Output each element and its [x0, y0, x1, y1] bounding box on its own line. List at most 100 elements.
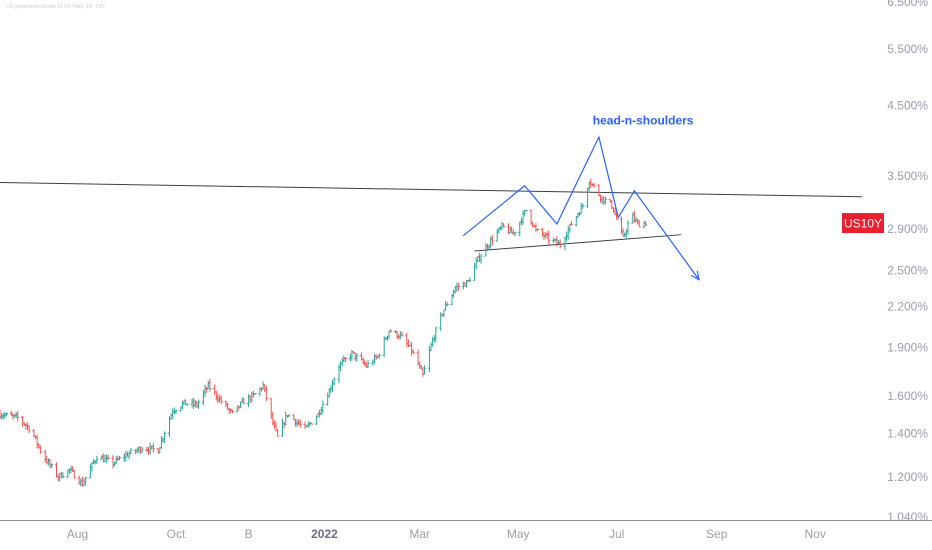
x-tick-label: Aug [67, 527, 88, 541]
ohlc-bar [361, 357, 365, 365]
ohlc-bar [190, 398, 194, 408]
ohlc-bar [140, 446, 144, 453]
ohlc-bar [203, 384, 207, 398]
y-tick-label: 1.040% [887, 510, 928, 524]
y-tick-label: 1.900% [887, 341, 928, 355]
ohlc-bar [576, 212, 580, 219]
ohlc-bar [184, 399, 188, 405]
y-tick-label: 1.200% [887, 470, 928, 484]
ohlc-bar [431, 337, 435, 347]
ohlc-bar [227, 407, 231, 414]
ohlc-bar [474, 257, 478, 270]
ohlc-bar [134, 449, 138, 454]
ohlc-bar [508, 226, 512, 234]
ohlc-bar [192, 397, 196, 410]
ohlc-bar [21, 415, 25, 427]
ohlc-bar [169, 413, 173, 420]
ohlc-bar [235, 405, 239, 413]
ohlc-bar [180, 400, 184, 410]
ohlc-bar [332, 377, 336, 386]
ohlc-bar [636, 218, 640, 225]
ohlc-bar [105, 454, 109, 463]
ohlc-bar [565, 231, 569, 242]
ohlc-bar [531, 221, 535, 228]
ohlc-bar [253, 393, 257, 395]
ohlc-bar [555, 236, 559, 247]
x-tick-label: Oct [167, 527, 186, 541]
ohlc-bar [106, 454, 110, 461]
ohlc-bar [148, 442, 152, 455]
y-tick-label: 6.500% [887, 0, 928, 9]
ohlc-bar [461, 281, 465, 290]
ohlc-bar [339, 361, 343, 372]
ohlc-bar [489, 236, 493, 249]
ohlc-bar [137, 446, 141, 454]
x-tick-label: Mar [409, 527, 430, 541]
ohlc-bar [272, 420, 276, 430]
y-tick-label: 4.500% [887, 98, 928, 112]
ohlc-bar [479, 253, 483, 264]
pattern-line [462, 135, 700, 281]
x-tick-label: Sep [706, 527, 728, 541]
ohlc-bar [524, 209, 528, 212]
ohlc-bar [216, 393, 220, 404]
ohlc-bar [54, 462, 58, 478]
ohlc-bar [387, 330, 391, 339]
ohlc-bar [598, 194, 602, 203]
ohlc-bar [129, 448, 133, 455]
ohlc-bar [45, 455, 49, 465]
ohlc-bar [22, 422, 26, 426]
y-tick-label: 2.500% [887, 264, 928, 278]
ohlc-bar [27, 424, 31, 434]
ohlc-bar [38, 445, 42, 454]
last-price-badge-bg [842, 213, 884, 234]
ohlc-bar [292, 414, 296, 421]
ohlc-bar [429, 342, 433, 352]
ohlc-bar [4, 412, 8, 417]
ohlc-bar [592, 183, 596, 188]
ohlc-bar [88, 463, 92, 479]
ohlc-bar [242, 397, 246, 405]
y-tick-label: 2.200% [887, 299, 928, 313]
ohlc-bar [634, 216, 638, 222]
ohlc-bar [395, 330, 399, 339]
ohlc-bar [276, 429, 280, 437]
ohlc-bar [579, 202, 583, 215]
ohlc-bar [297, 419, 301, 426]
ohlc-bar [366, 360, 370, 368]
ohlc-bar [79, 478, 83, 487]
ohlc-bar [418, 361, 422, 369]
trendline-neckline [474, 234, 682, 252]
ohlc-bar [373, 354, 377, 364]
ohlc-bar [46, 458, 50, 466]
ohlc-bar [229, 408, 233, 414]
ohlc-bar [50, 463, 54, 469]
ohlc-bar [219, 394, 223, 405]
ohlc-bar [48, 458, 52, 469]
pattern-label: head-n-shoulders [593, 114, 694, 128]
ohlc-bar [260, 387, 264, 392]
ohlc-bar [547, 230, 551, 245]
ohlc-bar [463, 282, 467, 287]
ohlc-bar [600, 196, 604, 204]
ohlc-bar [558, 239, 562, 249]
ohlc-bar [95, 455, 99, 465]
ohlc-bar [195, 401, 199, 408]
ohlc-bar [326, 392, 330, 406]
ohlc-bar [510, 226, 514, 234]
ohlc-bar [423, 365, 427, 375]
ohlc-bar [58, 472, 62, 482]
last-price-symbol: US10Y [844, 217, 882, 231]
pattern-arrowhead [690, 270, 700, 281]
ohlc-bar [586, 187, 590, 208]
ohlc-bar [263, 384, 267, 393]
ohlc-bar [282, 421, 286, 429]
ohlc-bar [490, 235, 494, 246]
ohlc-bar [124, 450, 128, 462]
ohlc-bar [343, 356, 347, 363]
ohlc-bar [410, 341, 414, 356]
ohlc-bar [331, 380, 335, 393]
ohlc-bar [61, 472, 65, 479]
ohlc-bar [264, 385, 268, 402]
